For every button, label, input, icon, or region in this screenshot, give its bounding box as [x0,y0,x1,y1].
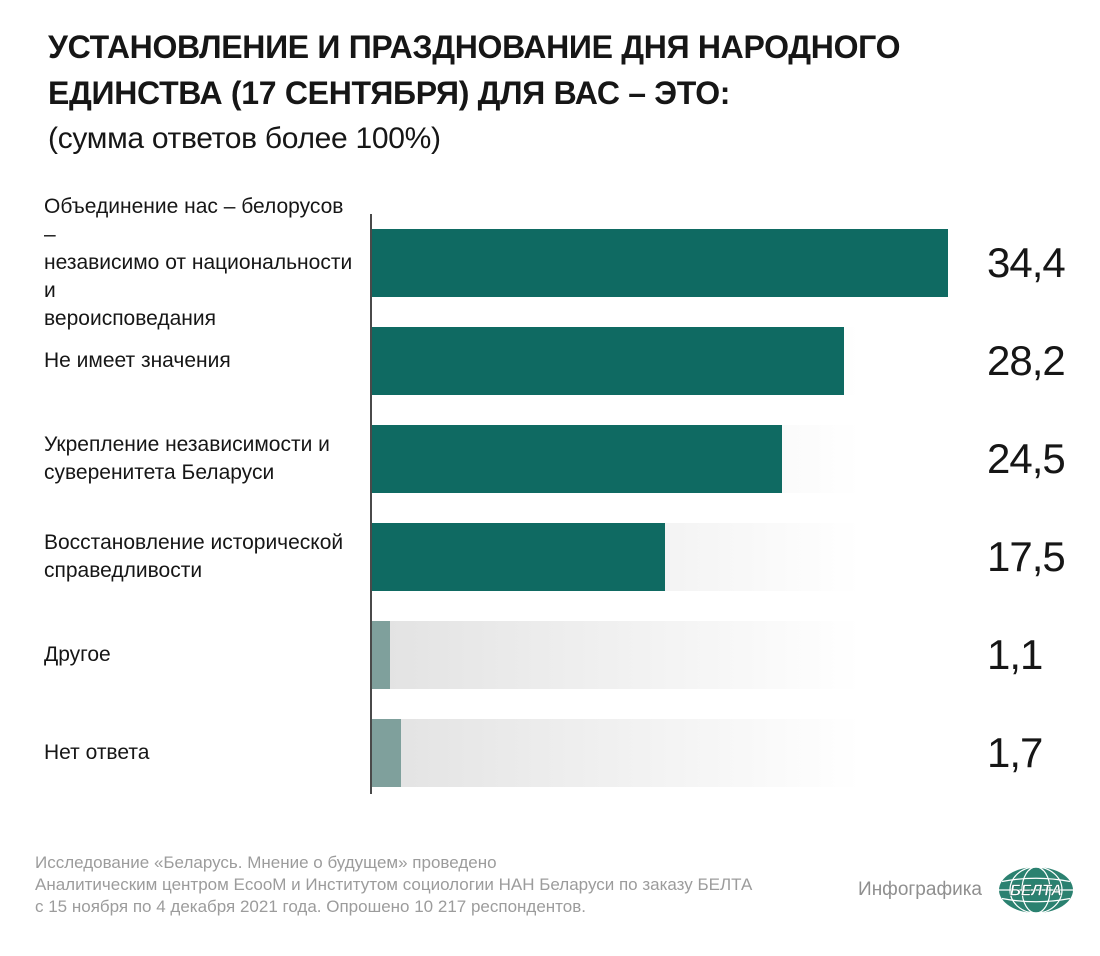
chart-row: Другое 1,1 [44,621,1065,689]
category-label-line: суверенитета Беларуси [44,461,275,484]
category-label-line: Укрепление независимости и [44,433,330,456]
category-label: Другое [44,641,372,669]
bar-track [372,719,860,787]
category-label-line: Другое [44,643,111,666]
category-label: Нет ответа [44,739,372,767]
value-label: 1,7 [987,729,1043,776]
bar-zone [372,719,973,787]
value-label: 34,4 [987,239,1066,286]
category-label-line: независимо от национальности и [44,251,353,302]
title-block: УСТАНОВЛЕНИЕ И ПРАЗДНОВАНИЕ ДНЯ НАРОДНОГ… [48,24,900,162]
category-label-line: Объединение нас – белорусов – [44,195,344,246]
credit-label: Инфографика [858,879,982,900]
value-label: 1,1 [987,631,1043,678]
bar-zone [372,425,973,493]
chart-subtitle: (сумма ответов более 100%) [48,122,441,155]
source-note: Исследование «Беларусь. Мнение о будущем… [35,852,752,918]
bar-zone [372,523,973,591]
source-note-line: Исследование «Беларусь. Мнение о будущем… [35,853,497,872]
source-note-line: с 15 ноября по 4 декабря 2021 года. Опро… [35,897,586,916]
y-axis-line [370,214,372,794]
bar [372,523,665,591]
chart-row: Не имеет значения 28,2 [44,327,1066,395]
category-label-line: вероисповедания [44,307,217,330]
bar [372,327,845,395]
chart-title-line-2: ЕДИНСТВА (17 СЕНТЯБРЯ) ДЛЯ ВАС – ЭТО: [48,75,731,111]
chart-row: Восстановление исторической справедливос… [44,523,1066,591]
chart-row: Укрепление независимости и суверенитета … [44,425,1066,493]
category-label-line: справедливости [44,559,203,582]
category-label: Восстановление исторической справедливос… [44,529,372,585]
value-label: 28,2 [987,337,1066,384]
bar-zone [372,327,973,395]
category-label: Не имеет значения [44,347,372,375]
bar-zone [372,621,973,689]
chart-title-line-1: УСТАНОВЛЕНИЕ И ПРАЗДНОВАНИЕ ДНЯ НАРОДНОГ… [48,29,901,65]
category-label-line: Нет ответа [44,741,150,764]
bar-chart: Объединение нас – белорусов – независимо… [44,195,1066,817]
chart-row: Нет ответа 1,7 [44,719,1065,787]
bar-track [372,621,860,689]
category-label: Укрепление независимости и суверенитета … [44,431,372,487]
bar [372,425,783,493]
category-label-line: Не имеет значения [44,349,231,372]
bar [372,229,948,297]
belta-globe-logo-icon: БЕЛТА [999,866,1073,914]
category-label: Объединение нас – белорусов – независимо… [44,193,372,333]
source-note-line: Аналитическим центром EcooM и Институтом… [35,875,753,894]
logo-globe-lines [999,866,1073,914]
category-label-line: Восстановление исторической [44,531,344,554]
logo-text: БЕЛТА [1010,883,1062,900]
infographic-credit: Инфографика БЕЛТА [858,866,1074,914]
chart-row: Объединение нас – белорусов – независимо… [44,195,1066,330]
value-label: 24,5 [987,435,1066,482]
bar [372,621,391,689]
value-label: 17,5 [987,533,1066,580]
bar [372,719,401,787]
bar-zone [372,229,973,297]
